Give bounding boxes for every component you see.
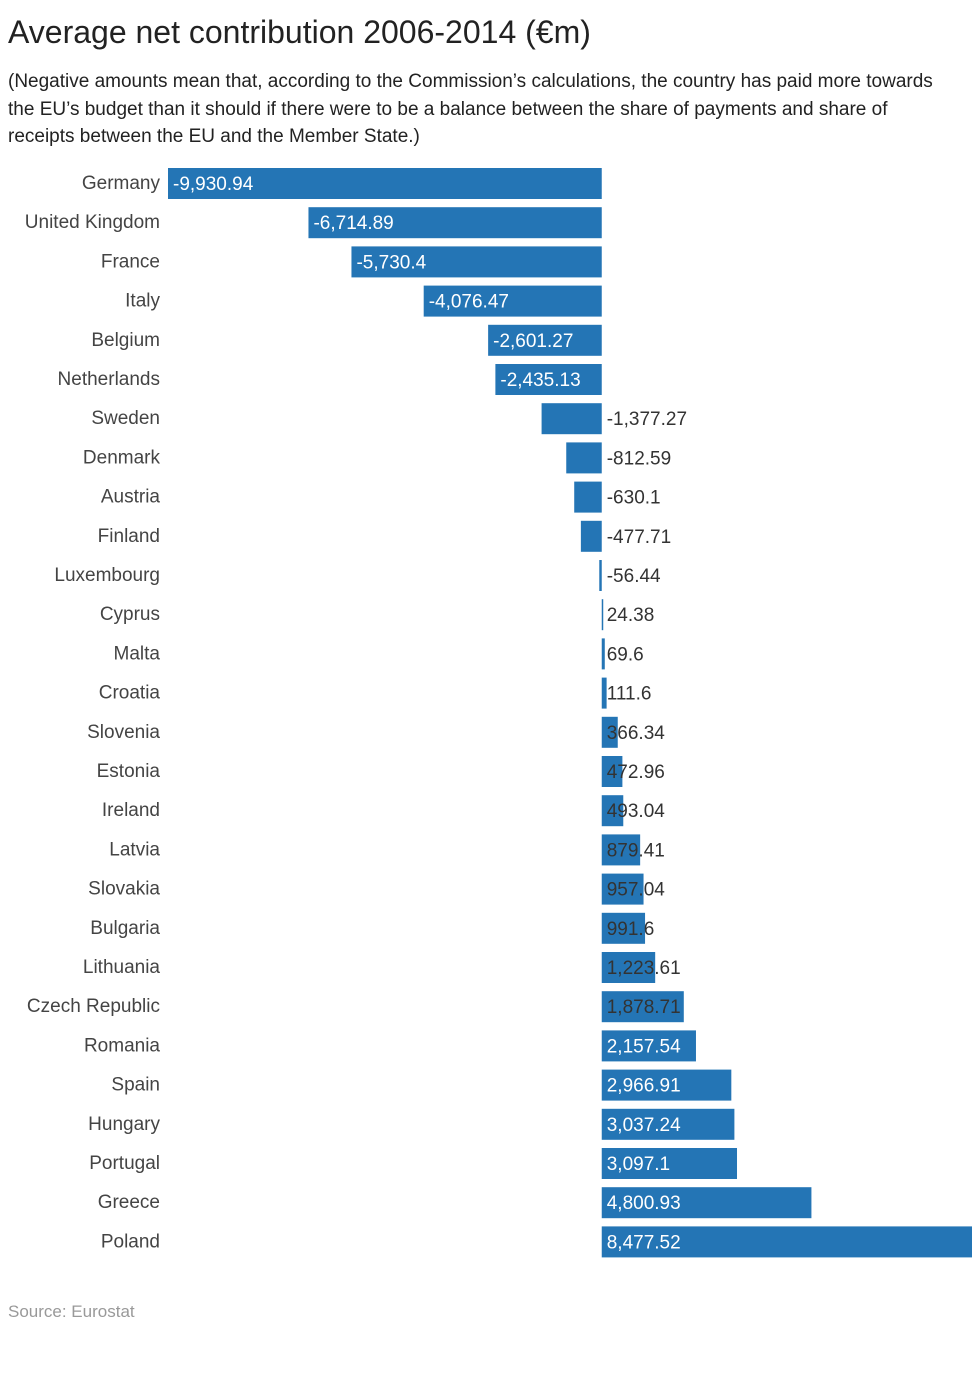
value-label-hungary: 3,037.24 (607, 1115, 681, 1136)
bar-portugal (601, 1148, 738, 1179)
category-label-austria: Austria (101, 487, 161, 508)
bar-austria (574, 481, 602, 513)
category-label-belgium: Belgium (91, 330, 160, 351)
bar-france (351, 246, 602, 278)
bar-hungary (601, 1108, 735, 1140)
bar-slovakia (601, 873, 644, 905)
category-label-united-kingdom: United Kingdom (25, 212, 160, 233)
bar-poland (601, 1226, 972, 1258)
chart-title: Average net contribution 2006-2014 (€m) (8, 14, 591, 50)
category-label-greece: Greece (98, 1192, 160, 1213)
category-label-estonia: Estonia (97, 761, 161, 782)
value-label-spain: 2,966.91 (607, 1076, 681, 1097)
category-label-luxembourg: Luxembourg (54, 565, 160, 586)
category-label-czech-republic: Czech Republic (27, 996, 160, 1017)
value-label-denmark: -812.59 (607, 448, 671, 469)
value-label-luxembourg: -56.44 (607, 566, 661, 587)
chart-subtitle: (Negative amounts mean that, according t… (8, 71, 933, 147)
value-label-greece: 4,800.93 (607, 1193, 681, 1214)
bar-belgium (488, 324, 602, 356)
category-label-portugal: Portugal (89, 1153, 160, 1174)
bar-denmark (566, 442, 602, 474)
category-label-germany: Germany (82, 173, 161, 194)
value-label-ireland: 493.04 (607, 801, 666, 822)
bar-czech-republic (601, 991, 684, 1023)
category-label-malta: Malta (114, 643, 161, 664)
value-label-finland: -477.71 (607, 527, 671, 548)
value-label-belgium: -2,601.27 (493, 331, 573, 352)
value-label-cyprus: 24.38 (607, 605, 655, 626)
bar-chart: Germany -9,930.94 United Kingdom -6,714.89 F… (25, 168, 972, 1258)
value-label-bulgaria: 991.6 (607, 919, 655, 940)
category-label-ireland: Ireland (102, 800, 160, 821)
value-label-germany: -9,930.94 (173, 174, 254, 195)
value-label-netherlands: -2,435.13 (500, 370, 580, 391)
bar-malta (601, 638, 605, 670)
bar-croatia (601, 677, 607, 709)
value-label-italy: -4,076.47 (429, 292, 509, 313)
category-label-france: France (101, 251, 160, 272)
category-label-italy: Italy (125, 291, 160, 312)
value-label-lithuania: 1,223.61 (607, 958, 681, 979)
bar-estonia (601, 756, 623, 787)
bar-bulgaria (601, 912, 646, 944)
category-label-finland: Finland (98, 526, 160, 547)
bar-united-kingdom (308, 207, 602, 239)
value-label-czech-republic: 1,878.71 (607, 997, 681, 1018)
category-label-sweden: Sweden (91, 408, 160, 429)
category-label-cyprus: Cyprus (100, 604, 160, 625)
source-note: Source: Eurostat (8, 1302, 135, 1321)
value-label-france: -5,730.4 (356, 252, 426, 273)
category-label-lithuania: Lithuania (83, 957, 161, 978)
category-label-slovakia: Slovakia (88, 879, 160, 900)
category-label-hungary: Hungary (88, 1114, 160, 1135)
value-label-slovenia: 366.34 (607, 723, 666, 744)
bar-latvia (601, 834, 641, 866)
value-label-romania: 2,157.54 (607, 1036, 681, 1057)
category-label-poland: Poland (101, 1231, 160, 1252)
bar-luxembourg (599, 560, 602, 591)
value-label-united-kingdom: -6,714.89 (313, 213, 393, 234)
category-label-bulgaria: Bulgaria (90, 918, 160, 939)
bar-spain (601, 1069, 732, 1101)
bar-germany (168, 168, 602, 199)
category-label-slovenia: Slovenia (87, 722, 160, 743)
value-label-croatia: 111.6 (607, 684, 652, 705)
bar-cyprus (601, 599, 604, 631)
bar-finland (580, 520, 602, 552)
category-label-spain: Spain (111, 1075, 160, 1096)
value-label-sweden: -1,377.27 (607, 409, 687, 430)
bar-greece (601, 1187, 812, 1219)
category-label-denmark: Denmark (83, 447, 161, 468)
value-label-austria: -630.1 (607, 488, 661, 509)
category-label-netherlands: Netherlands (58, 369, 160, 390)
category-label-romania: Romania (84, 1035, 160, 1056)
bar-ireland (601, 795, 624, 827)
bar-sweden (541, 403, 602, 435)
value-label-slovakia: 957.04 (607, 880, 666, 901)
category-label-croatia: Croatia (99, 683, 161, 704)
category-label-latvia: Latvia (109, 839, 160, 860)
value-label-poland: 8,477.52 (607, 1232, 681, 1253)
value-label-estonia: 472.96 (607, 762, 665, 783)
value-label-portugal: 3,097.1 (607, 1154, 670, 1175)
value-label-malta: 69.6 (607, 644, 644, 665)
value-label-latvia: 879.41 (607, 840, 665, 861)
bar-netherlands (495, 364, 602, 395)
bar-italy (423, 285, 602, 317)
bar-slovenia (601, 716, 618, 748)
bar-lithuania (601, 952, 656, 983)
bar-romania (601, 1030, 696, 1062)
